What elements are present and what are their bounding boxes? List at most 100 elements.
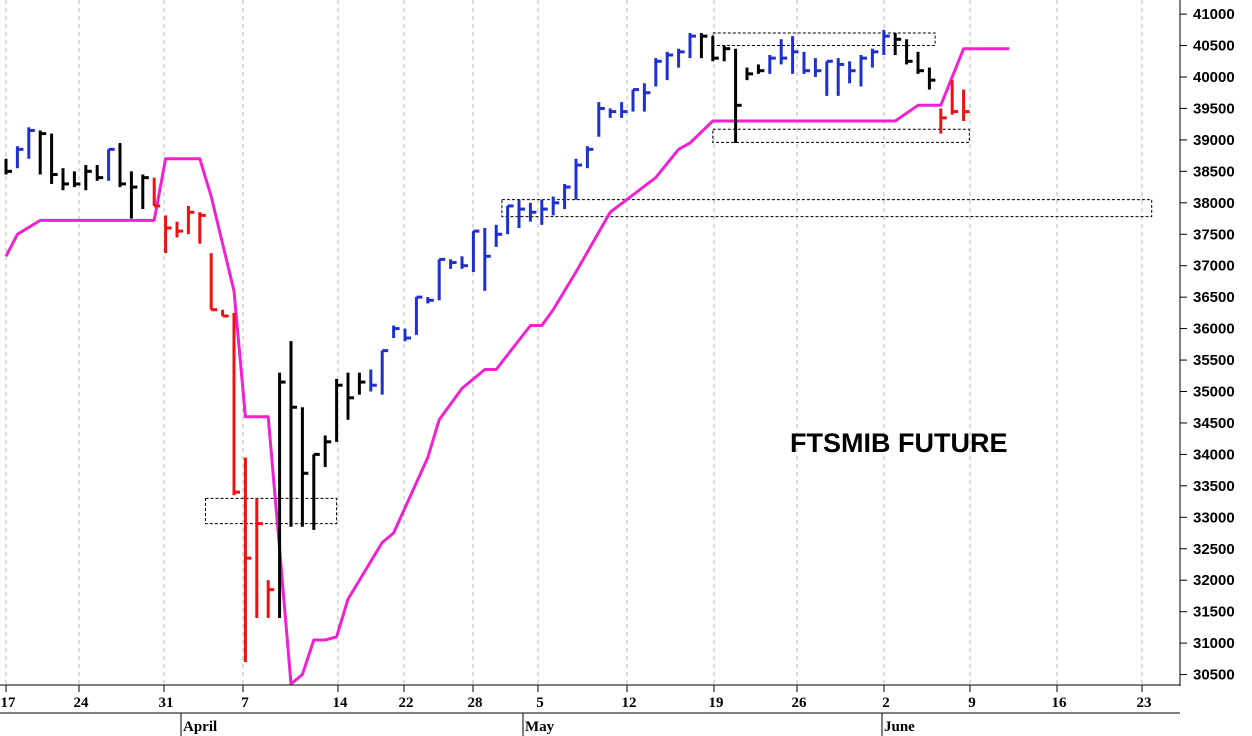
x-tick-label: 16	[1052, 695, 1068, 711]
ohlc-bar	[300, 407, 309, 527]
ohlc-bar	[756, 64, 765, 74]
ohlc-bar	[791, 36, 799, 74]
x-tick-label: 19	[709, 695, 724, 711]
ohlc-bar	[916, 51, 924, 74]
ohlc-bar	[4, 158, 12, 175]
x-tick-label: 2	[882, 695, 890, 711]
ohlc-bar	[494, 224, 503, 247]
ohlc-bar	[745, 67, 753, 81]
ohlc-bar	[414, 295, 423, 335]
ohlc-bar	[528, 202, 537, 222]
ohlc-bar	[198, 212, 206, 244]
ohlc-bar	[722, 45, 731, 62]
vertical-gridlines	[5, 0, 1143, 684]
x-tick-label: 28	[468, 695, 483, 711]
ohlc-bar	[141, 174, 149, 210]
ohlc-bar	[642, 83, 651, 112]
y-tick-label: 32500	[1193, 541, 1235, 558]
y-tick-label: 31000	[1193, 635, 1235, 652]
ohlc-bar	[711, 36, 719, 62]
y-tick-label: 37000	[1193, 258, 1235, 275]
x-tick-label: 5	[536, 695, 544, 711]
y-tick-label: 35500	[1193, 352, 1235, 369]
ohlc-bar	[677, 48, 685, 68]
ohlc-bar	[255, 498, 263, 618]
ohlc-bar	[927, 67, 936, 90]
ohlc-bar	[870, 48, 879, 68]
y-tick-label: 30500	[1193, 667, 1235, 684]
ohlc-bar	[278, 372, 286, 618]
ohlc-bar	[825, 59, 833, 96]
ohlc-bar	[266, 580, 275, 618]
x-tick-label: 7	[241, 695, 249, 711]
ohlc-bar	[483, 227, 491, 291]
ohlc-bar	[699, 32, 708, 59]
ohlc-bar	[688, 32, 696, 59]
range-box	[712, 32, 936, 47]
y-tick-label: 32000	[1193, 572, 1235, 589]
y-tick-label: 40000	[1193, 69, 1235, 86]
ohlc-bar	[620, 102, 628, 118]
x-tick-label: 24	[74, 695, 90, 711]
ohlc-bar	[848, 61, 856, 84]
ohlc-bar	[665, 51, 674, 81]
x-tick-label: 9	[968, 695, 976, 711]
ohlc-bar	[597, 102, 605, 137]
ohlc-bar	[882, 29, 890, 55]
ohlc-bar	[357, 372, 366, 395]
x-tick-label: 14	[333, 695, 349, 711]
range-box	[712, 128, 970, 143]
ohlc-bar	[950, 80, 959, 115]
ohlc-bar	[369, 369, 377, 392]
range-box	[501, 199, 1153, 218]
ohlc-bar	[460, 256, 468, 269]
ohlc-bar	[426, 297, 434, 304]
y-tick-label: 37500	[1193, 226, 1235, 243]
ohlc-bar	[506, 204, 514, 235]
ohlc-bar	[323, 435, 332, 467]
y-tick-label: 39500	[1193, 100, 1235, 117]
ohlc-bar	[107, 147, 115, 181]
trailing-stop-series	[4, 47, 1010, 686]
ohlc-bar	[72, 171, 81, 188]
ohlc-bar	[859, 54, 867, 87]
ohlc-bar	[585, 146, 594, 169]
ohlc-bar	[118, 143, 126, 188]
ohlc-bar	[27, 127, 35, 159]
ohlc-bar	[768, 54, 776, 74]
chart-title: FTSMIB FUTURE	[790, 428, 1007, 458]
y-tick-label: 39000	[1193, 132, 1235, 149]
ohlc-bar	[813, 58, 822, 77]
month-label: June	[884, 719, 915, 735]
ohlc-bars	[4, 29, 970, 662]
x-tick-label: 31	[159, 695, 174, 711]
y-tick-label: 34500	[1193, 415, 1235, 432]
ohlc-bar	[403, 328, 411, 342]
ohlc-bar	[836, 58, 845, 96]
range-box	[205, 497, 338, 525]
ohlc-bar	[175, 221, 183, 238]
ohlc-bar	[471, 229, 480, 272]
y-tick-label: 40500	[1193, 38, 1235, 55]
ohlc-bar	[61, 168, 69, 191]
ohlc-bar	[574, 158, 582, 200]
ohlc-bar	[95, 165, 104, 181]
ohlc-bar	[563, 183, 571, 210]
ohlc-bar	[50, 133, 58, 184]
x-tick-label: 23	[1137, 695, 1152, 711]
x-tick-label: 12	[622, 695, 637, 711]
ohlc-bar	[631, 88, 639, 112]
ohlc-bar	[209, 253, 218, 312]
ohlc-bar	[312, 452, 320, 530]
ohlc-bar	[939, 108, 947, 134]
ohlc-bar	[437, 257, 446, 301]
ohlc-bar	[540, 199, 548, 225]
ohlc-bar	[905, 39, 913, 65]
y-tick-label: 41000	[1193, 6, 1235, 23]
ohlc-bar	[392, 325, 400, 339]
ohlc-bar	[221, 309, 229, 318]
ohlc-bar	[654, 58, 662, 87]
x-tick-label: 26	[792, 695, 808, 711]
y-tick-label: 33500	[1193, 478, 1235, 495]
